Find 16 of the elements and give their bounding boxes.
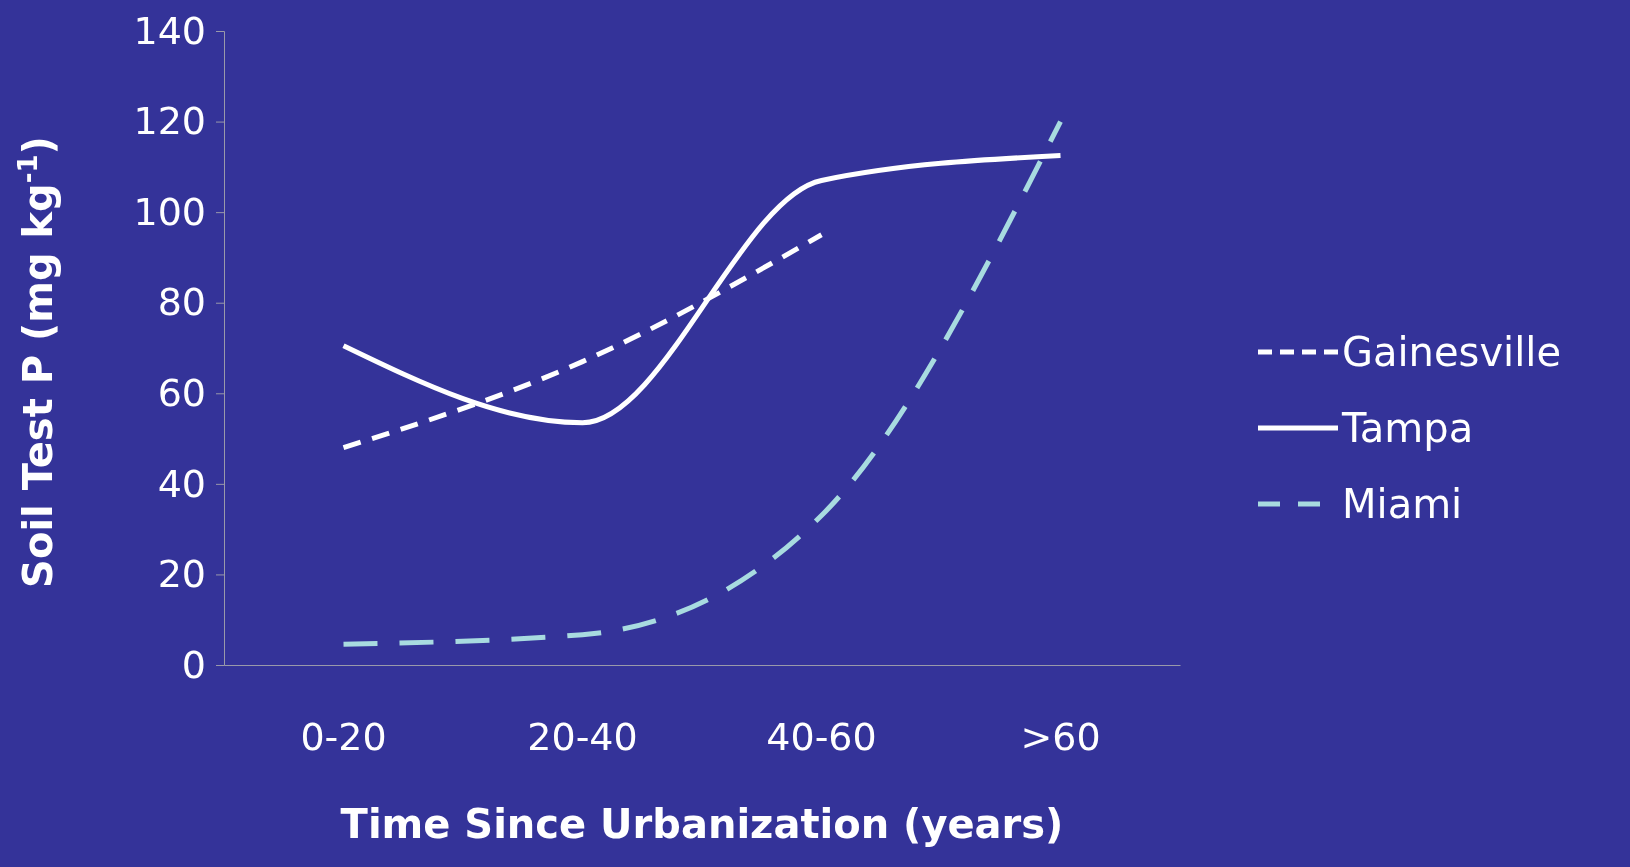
x-tick-label: 40-60 — [766, 714, 877, 759]
legend-label: Tampa — [1341, 405, 1474, 451]
legend-label: Miami — [1342, 481, 1463, 527]
y-tick-label: 80 — [157, 280, 206, 325]
legend-label: Gainesville — [1342, 329, 1562, 375]
y-tick-label: 20 — [157, 552, 206, 597]
x-tick-label: 0-20 — [300, 714, 387, 759]
x-tick-label: 20-40 — [527, 714, 638, 759]
x-axis-title: Time Since Urbanization (years) — [340, 801, 1064, 847]
y-tick-label: 140 — [133, 8, 206, 53]
y-tick-label: 100 — [133, 189, 206, 234]
y-tick-label: 120 — [133, 99, 206, 144]
y-tick-label: 60 — [157, 370, 206, 415]
y-tick-label: 0 — [181, 642, 206, 687]
y-tick-label: 40 — [157, 461, 206, 506]
x-tick-label: >60 — [1020, 714, 1101, 759]
